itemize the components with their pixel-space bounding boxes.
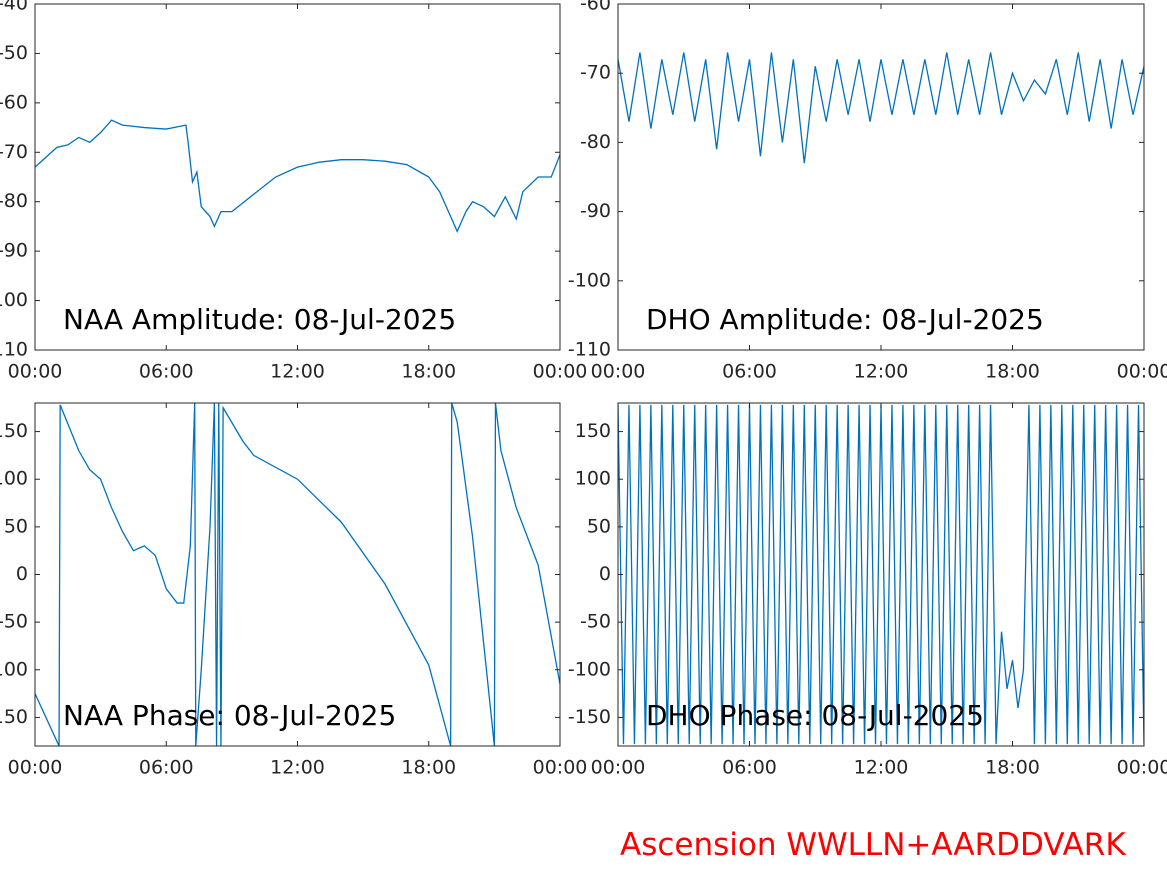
y-tick-label: -50 [0,611,28,633]
data-line [35,403,560,746]
x-tick-label: 12:00 [854,361,909,383]
y-tick-label: 150 [0,420,28,442]
y-tick-label: -50 [580,611,611,633]
y-tick-label: 50 [4,515,28,537]
panel-title: DHO Amplitude: 08-Jul-2025 [646,303,1044,336]
x-tick-label: 12:00 [270,361,325,383]
panel-title: NAA Phase: 08-Jul-2025 [63,699,396,732]
x-tick-label: 00:00 [533,757,588,779]
y-tick-label: -90 [580,200,611,222]
y-tick-label: -100 [0,289,28,311]
footer: Ascension WWLLN+AARDDVARK [620,827,1126,863]
y-tick-label: -70 [580,62,611,84]
y-tick-label: 50 [587,515,611,537]
x-tick-label: 00:00 [533,361,588,383]
x-tick-label: 00:00 [591,757,646,779]
x-tick-label: 00:00 [8,361,63,383]
y-tick-label: 100 [575,468,611,490]
x-tick-label: 18:00 [401,757,456,779]
plot-area [35,4,560,350]
x-tick-label: 12:00 [270,757,325,779]
x-tick-label: 06:00 [722,361,777,383]
panel-title: DHO Phase: 08-Jul-2025 [646,699,984,732]
x-tick-label: 06:00 [722,757,777,779]
x-tick-label: 00:00 [8,757,63,779]
y-tick-label: -100 [568,658,611,680]
x-tick-label: 06:00 [139,361,194,383]
y-tick-label: -100 [568,269,611,291]
data-line [618,52,1144,164]
y-tick-label: 0 [599,563,611,585]
y-tick-label: -100 [0,658,28,680]
y-tick-label: -80 [0,190,28,212]
x-tick-label: 00:00 [1117,757,1167,779]
x-tick-label: 00:00 [1117,361,1167,383]
plot-area [35,403,560,746]
y-tick-label: -150 [568,706,611,728]
x-tick-label: 06:00 [139,757,194,779]
y-tick-label: 100 [0,468,28,490]
x-tick-label: 18:00 [401,361,456,383]
panel-title: NAA Amplitude: 08-Jul-2025 [63,303,456,336]
x-tick-label: 00:00 [591,361,646,383]
x-tick-label: 12:00 [854,757,909,779]
data-line [35,119,560,233]
y-tick-label: -70 [0,141,28,163]
x-tick-label: 18:00 [985,361,1040,383]
y-tick-label: -110 [0,339,28,361]
y-tick-label: -60 [580,0,611,15]
y-tick-label: -40 [0,0,28,15]
x-tick-label: 18:00 [985,757,1040,779]
y-tick-label: -150 [0,706,28,728]
y-tick-label: -110 [568,339,611,361]
y-tick-label: 0 [16,563,28,585]
y-tick-label: -90 [0,240,28,262]
y-tick-label: -60 [0,91,28,113]
y-tick-label: -50 [0,42,28,64]
plot-area [618,403,1144,746]
y-tick-label: 150 [575,420,611,442]
plot-area [618,4,1144,350]
y-tick-label: -80 [580,131,611,153]
